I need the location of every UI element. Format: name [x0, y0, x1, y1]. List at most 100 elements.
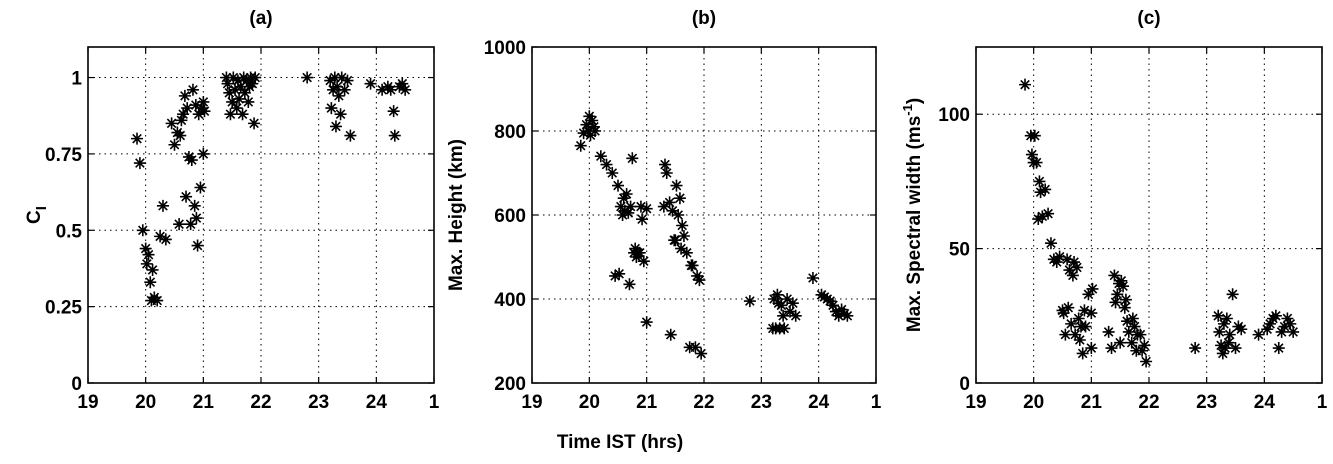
data-point — [1119, 293, 1132, 306]
data-point — [620, 188, 633, 200]
data-point — [1076, 347, 1089, 360]
data-point — [806, 272, 819, 284]
y-tick-label: 0.5 — [56, 221, 83, 242]
data-point — [1033, 175, 1046, 188]
data-point — [1030, 156, 1043, 169]
data-point — [1025, 148, 1038, 161]
x-tick-label: 22 — [1138, 392, 1159, 413]
x-tick-label: 20 — [135, 392, 156, 413]
data-point — [1050, 256, 1063, 269]
data-point — [659, 158, 672, 171]
data-point — [586, 114, 599, 127]
data-point — [841, 309, 854, 322]
data-point — [1070, 261, 1083, 274]
chart-title: (b) — [692, 8, 716, 29]
data-point — [624, 200, 637, 213]
data-point — [242, 95, 255, 108]
data-point — [198, 105, 211, 118]
data-point — [574, 139, 587, 152]
data-point — [341, 74, 354, 87]
data-point — [1136, 344, 1149, 357]
data-point — [693, 274, 706, 287]
y-axis-label: Max. Spectral width (ms-1) — [900, 98, 925, 332]
data-point — [1078, 304, 1091, 317]
data-point — [1219, 342, 1232, 355]
data-point — [771, 288, 784, 301]
data-point — [781, 293, 794, 305]
data-point — [1108, 269, 1121, 282]
data-point — [197, 147, 210, 160]
data-point — [1223, 328, 1236, 341]
data-point — [1036, 210, 1049, 223]
data-point — [186, 83, 199, 96]
x-tick-label: 21 — [1081, 392, 1103, 413]
data-point — [184, 218, 197, 231]
x-tick-label: 22 — [693, 392, 714, 413]
x-tick-label: 20 — [579, 392, 600, 413]
data-point — [338, 83, 351, 96]
data-point — [133, 157, 146, 170]
data-point — [633, 246, 646, 259]
data-point — [168, 138, 181, 151]
x-tick-label: 21 — [636, 392, 658, 413]
data-point — [181, 102, 194, 115]
data-point — [1278, 320, 1291, 333]
data-point — [1109, 296, 1122, 309]
data-point — [1039, 183, 1052, 196]
data-point — [612, 179, 624, 192]
data-point — [197, 95, 210, 108]
data-point — [191, 239, 204, 252]
data-point — [1069, 328, 1082, 341]
chart-title: (a) — [249, 8, 272, 29]
data-point — [657, 200, 670, 213]
data-point — [1028, 129, 1041, 142]
data-point — [786, 297, 799, 310]
data-point — [1086, 282, 1099, 295]
data-point — [623, 278, 636, 291]
data-point — [606, 167, 619, 179]
data-point — [1215, 339, 1228, 352]
x-tick-label: 1 — [1317, 392, 1328, 413]
data-point — [613, 267, 626, 280]
data-point — [227, 71, 240, 84]
data-point — [1073, 333, 1086, 346]
data-point — [778, 322, 791, 335]
y-tick-label: 1000 — [484, 38, 526, 59]
data-point — [231, 74, 244, 87]
data-point — [640, 202, 653, 215]
x-tick-label: 1 — [871, 392, 882, 413]
data-point — [220, 71, 233, 84]
data-point — [1102, 325, 1115, 338]
data-point — [689, 341, 702, 354]
data-point — [332, 89, 345, 102]
y-tick-label: 0.25 — [45, 298, 82, 319]
data-point — [669, 234, 682, 247]
data-point — [1053, 250, 1066, 263]
data-point — [1042, 207, 1055, 220]
data-point — [175, 114, 188, 127]
data-point — [609, 269, 622, 282]
data-point — [180, 190, 193, 203]
chart-panel-3: 19 20 21 22 23 24 1 0 50 100 (c) Max. Spectral widt… — [900, 8, 1328, 413]
data-point — [194, 181, 207, 194]
data-point — [636, 213, 649, 226]
data-point — [1126, 312, 1139, 325]
data-point — [1085, 307, 1098, 320]
data-point — [1044, 237, 1057, 250]
data-point — [676, 219, 689, 232]
data-point — [666, 204, 679, 217]
data-point — [174, 129, 187, 142]
data-point — [1062, 301, 1075, 314]
data-point — [1261, 323, 1274, 336]
y-tick-label: 100 — [938, 105, 970, 126]
y-axis-label: CI — [24, 206, 50, 224]
data-point — [1079, 320, 1092, 333]
x-tick-label: 24 — [808, 392, 830, 413]
data-point — [663, 196, 676, 209]
data-point — [230, 102, 243, 115]
data-point — [234, 80, 247, 93]
data-point — [1264, 317, 1277, 330]
data-point — [1065, 317, 1078, 330]
data-point — [775, 299, 788, 312]
data-point — [1189, 342, 1202, 355]
